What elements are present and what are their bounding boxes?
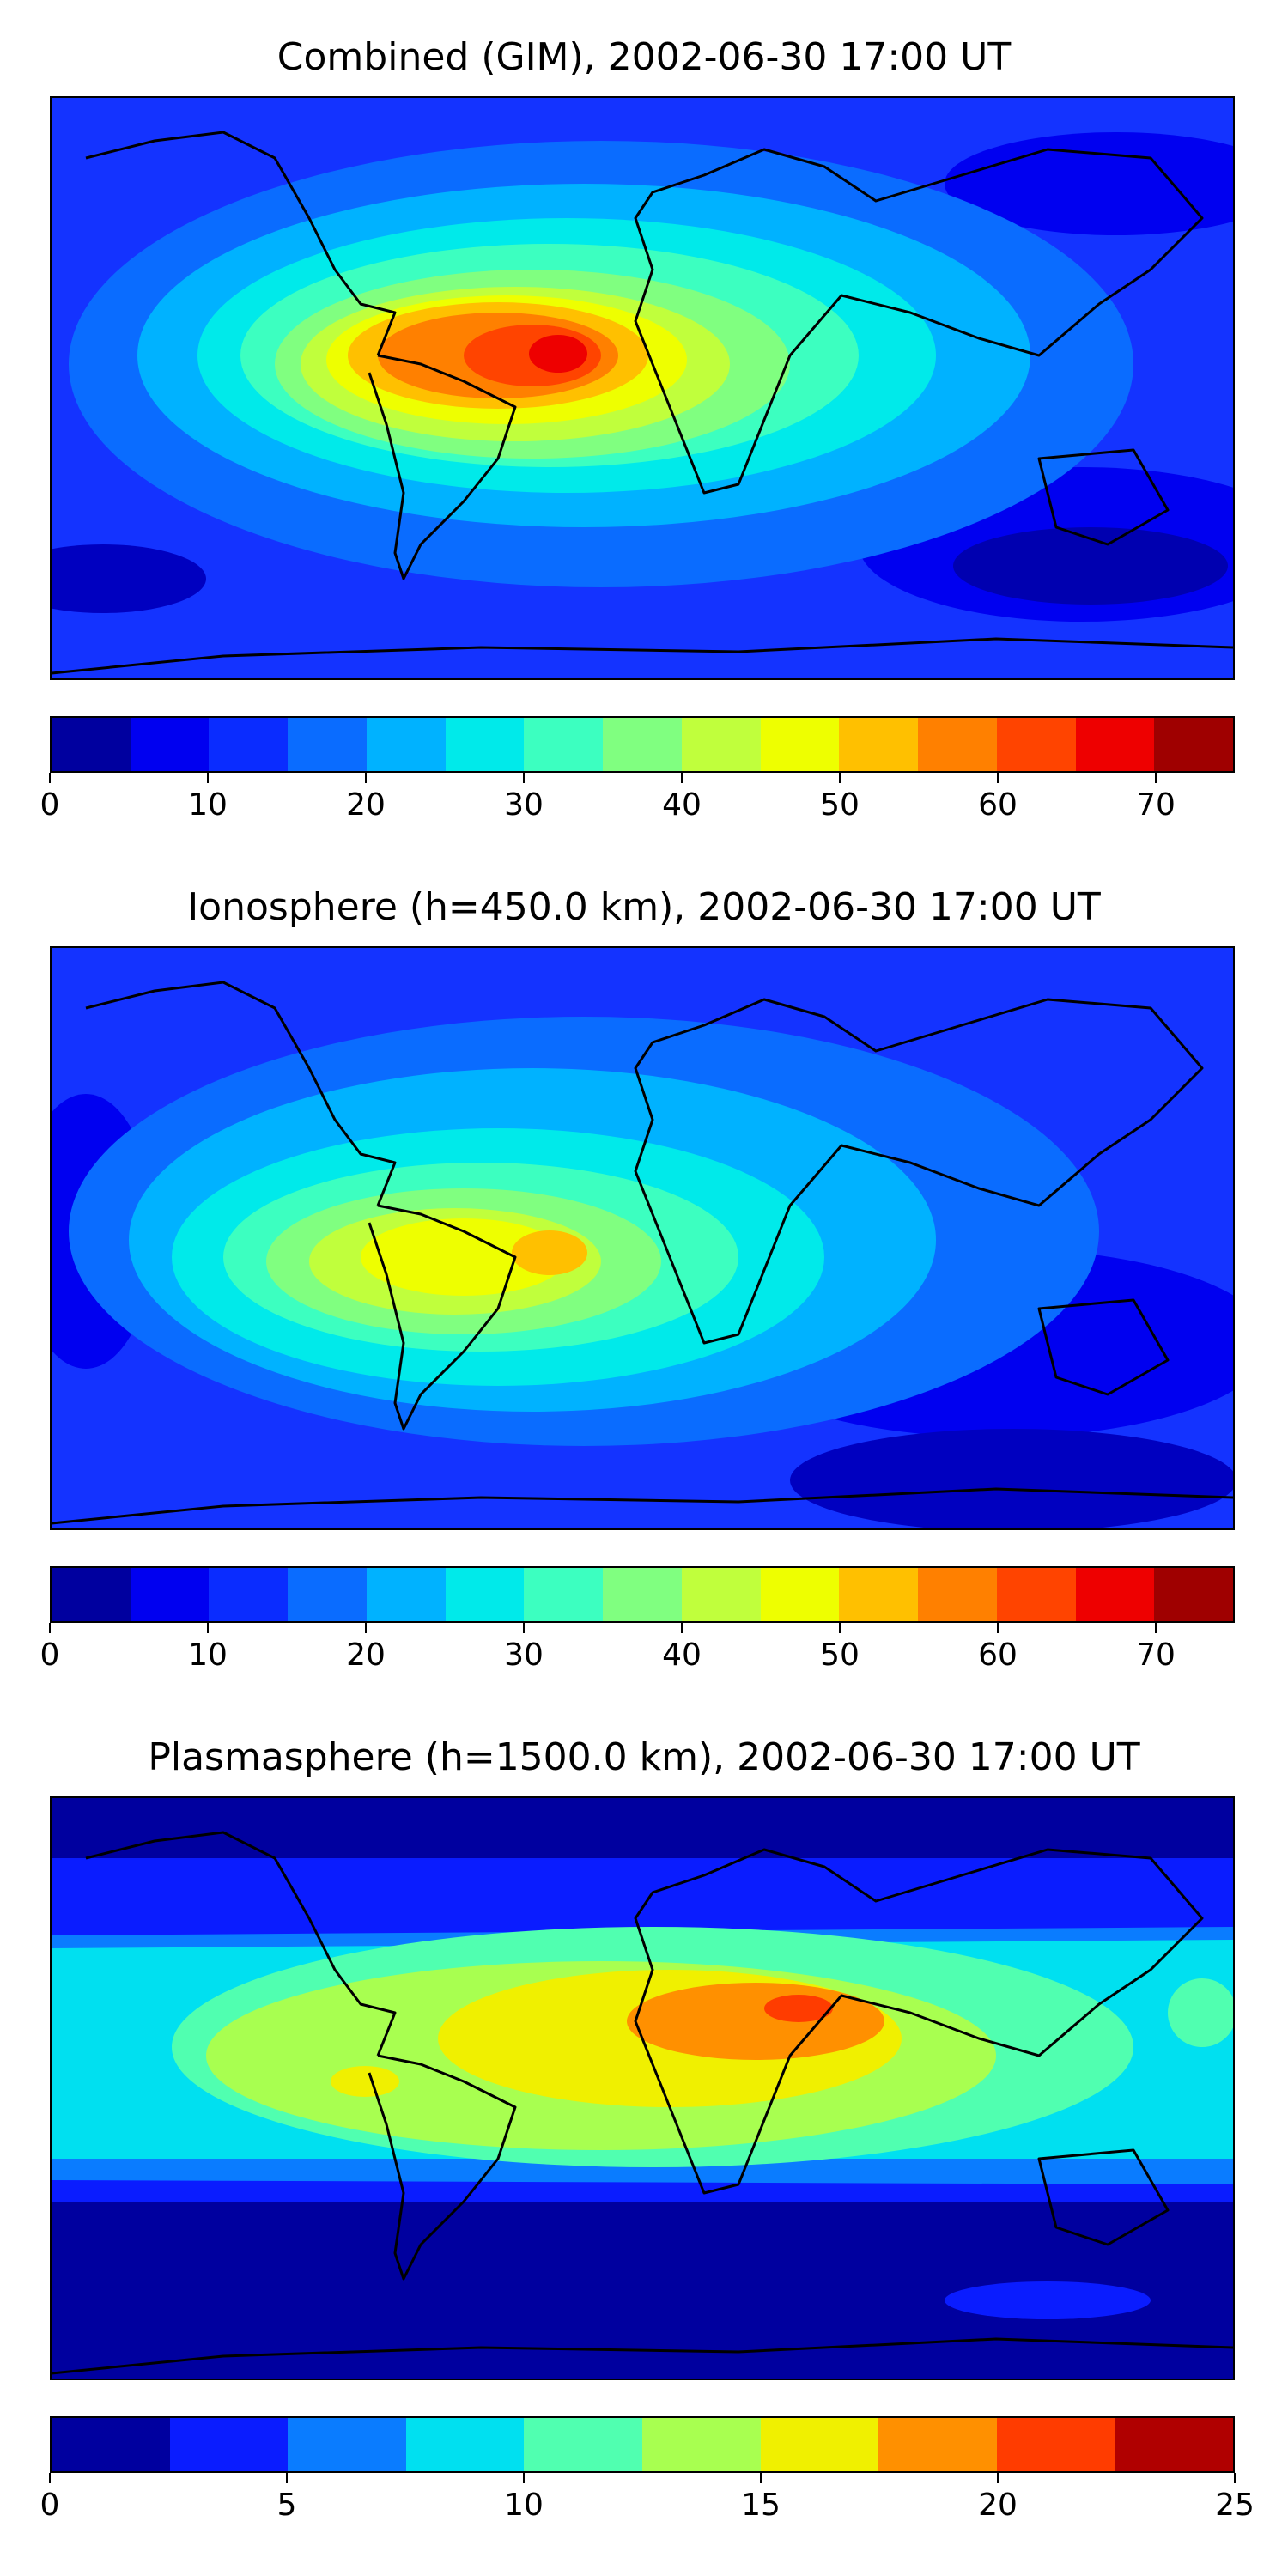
colorbar-segment bbox=[839, 1568, 919, 1621]
colorbar-tick bbox=[681, 1623, 683, 1633]
colorbar-tick-label: 10 bbox=[188, 1637, 228, 1673]
colorbar-segment bbox=[524, 2418, 642, 2471]
colorbar-tick bbox=[286, 2473, 288, 2483]
colorbar-segment bbox=[603, 718, 682, 771]
colorbar-tick bbox=[365, 1623, 367, 1633]
panel-3-map bbox=[50, 1796, 1235, 2380]
panel-2-map bbox=[50, 946, 1235, 1530]
colorbar-segment bbox=[996, 2418, 1115, 2471]
colorbar-segment bbox=[288, 1568, 367, 1621]
colorbar-segment bbox=[445, 1568, 525, 1621]
colorbar-tick bbox=[760, 2473, 762, 2483]
panel-1-tec-map bbox=[52, 98, 1233, 678]
colorbar-segment bbox=[918, 1568, 997, 1621]
colorbar-tick bbox=[49, 2473, 51, 2483]
colorbar-segment bbox=[445, 718, 525, 771]
colorbar-segment bbox=[996, 718, 1076, 771]
colorbar-tick bbox=[523, 1623, 525, 1633]
colorbar-segment bbox=[1115, 2418, 1233, 2471]
panel-3-colorbar-ticks: 0 5 10 15 20 25 bbox=[40, 2473, 1255, 2524]
panel-2-colorbar bbox=[50, 1566, 1235, 1623]
colorbar-segment bbox=[1075, 718, 1155, 771]
colorbar-segment bbox=[52, 2418, 170, 2471]
colorbar-segment bbox=[681, 718, 761, 771]
colorbar-tick-label: 0 bbox=[39, 1637, 60, 1673]
colorbar-segment bbox=[1154, 718, 1234, 771]
colorbar-tick-label: 60 bbox=[978, 787, 1018, 823]
colorbar-tick bbox=[207, 1623, 209, 1633]
panel-2-colorbar-ticks: 0 10 20 30 40 50 60 70 bbox=[40, 1623, 1235, 1674]
colorbar-segment bbox=[209, 1568, 289, 1621]
colorbar-segment bbox=[760, 2418, 879, 2471]
colorbar-tick-label: 5 bbox=[276, 2488, 297, 2523]
colorbar-tick bbox=[49, 773, 51, 783]
colorbar-tick-label: 60 bbox=[978, 1637, 1018, 1673]
colorbar-tick-label: 30 bbox=[504, 787, 544, 823]
colorbar-segment bbox=[288, 718, 367, 771]
colorbar-tick-label: 20 bbox=[346, 787, 386, 823]
colorbar-tick bbox=[49, 1623, 51, 1633]
colorbar-tick bbox=[681, 773, 683, 783]
panel-1-title: Combined (GIM), 2002-06-30 17:00 UT bbox=[276, 35, 1012, 79]
colorbar-tick-label: 50 bbox=[820, 1637, 860, 1673]
colorbar-segment bbox=[918, 718, 997, 771]
panel-1-colorbar-ticks: 0 10 20 30 40 50 60 70 bbox=[40, 773, 1235, 824]
colorbar-segment bbox=[209, 718, 289, 771]
panel-3-colorbar bbox=[50, 2416, 1235, 2473]
colorbar-tick-label: 40 bbox=[662, 787, 702, 823]
panel-3-title: Plasmasphere (h=1500.0 km), 2002-06-30 1… bbox=[148, 1735, 1140, 1779]
panel-2-title: Ionosphere (h=450.0 km), 2002-06-30 17:0… bbox=[187, 885, 1101, 929]
colorbar-tick bbox=[1155, 773, 1157, 783]
colorbar-segment bbox=[1154, 1568, 1234, 1621]
panel-1-colorbar bbox=[50, 716, 1235, 773]
colorbar-segment bbox=[839, 718, 919, 771]
colorbar-tick-label: 50 bbox=[820, 787, 860, 823]
colorbar-segment bbox=[603, 1568, 682, 1621]
colorbar-segment bbox=[52, 1568, 131, 1621]
colorbar-tick-label: 70 bbox=[1136, 787, 1176, 823]
colorbar-segment bbox=[52, 718, 131, 771]
colorbar-tick bbox=[997, 773, 999, 783]
colorbar-segment bbox=[524, 718, 604, 771]
colorbar-tick bbox=[365, 773, 367, 783]
colorbar-tick-label: 20 bbox=[346, 1637, 386, 1673]
colorbar-tick-label: 0 bbox=[39, 2488, 60, 2523]
panel-3-tec-map bbox=[52, 1798, 1233, 2379]
colorbar-tick-label: 10 bbox=[504, 2488, 544, 2523]
colorbar-segment bbox=[760, 718, 840, 771]
colorbar-segment bbox=[760, 1568, 840, 1621]
colorbar-segment bbox=[366, 718, 446, 771]
colorbar-segment bbox=[169, 2418, 289, 2471]
colorbar-tick-label: 0 bbox=[39, 787, 60, 823]
colorbar-tick bbox=[1155, 1623, 1157, 1633]
colorbar-tick-label: 30 bbox=[504, 1637, 544, 1673]
colorbar-segment bbox=[524, 1568, 604, 1621]
colorbar-segment bbox=[405, 2418, 525, 2471]
colorbar-tick-label: 15 bbox=[741, 2488, 781, 2523]
colorbar-tick bbox=[997, 1623, 999, 1633]
colorbar-segment bbox=[996, 1568, 1076, 1621]
colorbar-tick-label: 70 bbox=[1136, 1637, 1176, 1673]
colorbar-tick-label: 25 bbox=[1215, 2488, 1255, 2523]
colorbar-segment bbox=[1075, 1568, 1155, 1621]
colorbar-segment bbox=[681, 1568, 761, 1621]
colorbar-tick bbox=[523, 2473, 525, 2483]
colorbar-tick bbox=[207, 773, 209, 783]
colorbar-segment bbox=[878, 2418, 997, 2471]
colorbar-tick-label: 40 bbox=[662, 1637, 702, 1673]
panel-2-tec-map bbox=[52, 948, 1233, 1528]
panel-1-map bbox=[50, 96, 1235, 680]
colorbar-tick bbox=[839, 1623, 841, 1633]
colorbar-tick-label: 10 bbox=[188, 787, 228, 823]
colorbar-tick bbox=[839, 773, 841, 783]
colorbar-segment bbox=[366, 1568, 446, 1621]
colorbar-segment bbox=[641, 2418, 761, 2471]
colorbar-segment bbox=[288, 2418, 406, 2471]
colorbar-tick-label: 20 bbox=[978, 2488, 1018, 2523]
colorbar-tick bbox=[1234, 2473, 1236, 2483]
colorbar-tick bbox=[523, 773, 525, 783]
colorbar-segment bbox=[130, 1568, 210, 1621]
colorbar-tick bbox=[997, 2473, 999, 2483]
colorbar-segment bbox=[130, 718, 210, 771]
